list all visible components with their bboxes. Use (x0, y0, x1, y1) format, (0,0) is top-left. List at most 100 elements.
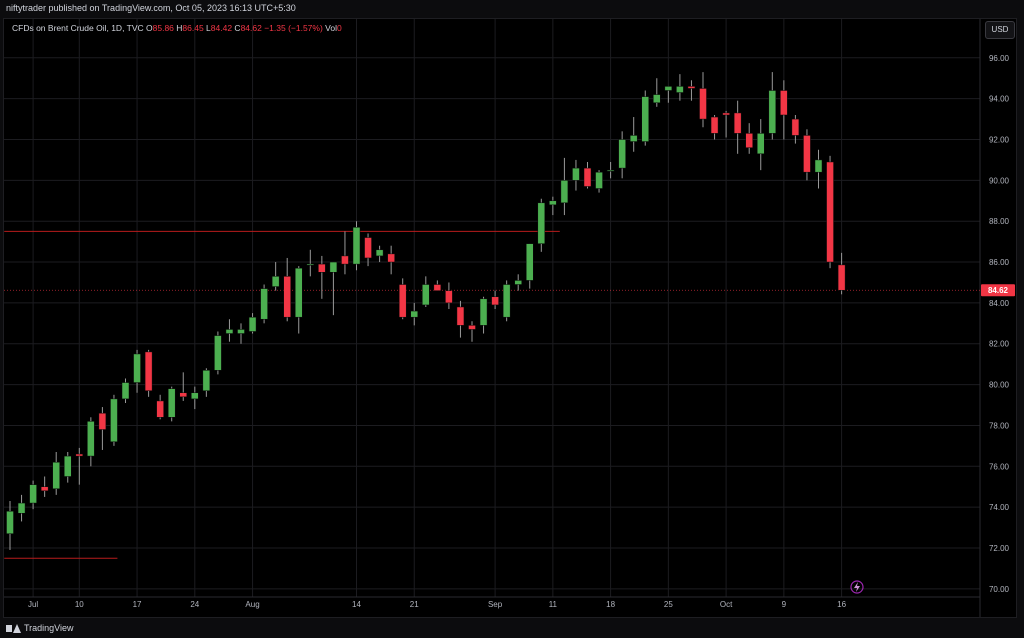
candle-body (29, 484, 37, 504)
x-tick-label: 24 (190, 600, 199, 609)
candle-body (410, 310, 418, 318)
chart-legend: CFDs on Brent Crude Oil, 1D, TVC O85.86 … (12, 23, 342, 33)
candle-body (64, 455, 72, 477)
legend-open-label: O (146, 23, 153, 33)
legend-volume-label: Vol (325, 23, 337, 33)
candle-body (699, 88, 707, 120)
currency-button[interactable]: USD (985, 21, 1015, 39)
candle-body (653, 94, 661, 103)
candle-body (618, 139, 626, 169)
candle-body (629, 135, 638, 142)
x-tick-label: 10 (75, 600, 84, 609)
last-price-badge (981, 284, 1015, 297)
candle-body (40, 486, 49, 492)
candle-body (318, 263, 326, 273)
x-tick-label: Oct (720, 600, 733, 609)
candle-body (526, 243, 534, 281)
candle-body (814, 159, 823, 173)
tradingview-brand: TradingView (24, 623, 74, 633)
legend-close-label: C (234, 23, 240, 33)
candle-body (52, 461, 60, 490)
x-tick-label: 14 (352, 600, 361, 609)
candle-body (595, 171, 603, 189)
candle-body (364, 237, 372, 259)
x-tick-label: 25 (664, 600, 673, 609)
candle-body (757, 133, 765, 155)
candle-body (6, 510, 14, 534)
candle-body (837, 264, 846, 291)
y-tick-label: 78.00 (989, 421, 1010, 430)
y-tick-label: 82.00 (989, 340, 1010, 349)
candle-body (445, 290, 453, 304)
candle-body (17, 502, 26, 514)
candle-body (248, 316, 257, 332)
x-tick-label: 16 (837, 600, 846, 609)
candle-body (87, 421, 95, 457)
candle-body (745, 133, 753, 148)
candle-body (167, 388, 176, 418)
legend-low-value: 84.42 (211, 23, 235, 33)
x-tick-label: 21 (410, 600, 419, 609)
publisher-caption: niftytrader published on TradingView.com… (6, 3, 296, 13)
candle-body (722, 112, 730, 116)
legend-symbol: CFDs on Brent Crude Oil, 1D, TVC (12, 23, 146, 33)
x-tick-label: 9 (782, 600, 787, 609)
candle-body (791, 118, 800, 136)
y-tick-label: 70.00 (989, 585, 1010, 594)
candle-body (549, 200, 557, 206)
x-tick-label: 18 (606, 600, 615, 609)
event-lightning-icon (850, 580, 864, 594)
candle-body (479, 298, 488, 326)
last-price-label: 84.62 (988, 286, 1009, 295)
y-tick-label: 92.00 (989, 136, 1010, 145)
candle-body (283, 276, 291, 318)
candle-body (98, 412, 107, 430)
y-tick-label: 96.00 (989, 54, 1010, 63)
candle-body (468, 325, 476, 330)
y-tick-label: 72.00 (989, 544, 1010, 553)
candle-body (110, 398, 118, 443)
chart-pane[interactable] (3, 18, 1017, 618)
candle-body (156, 400, 164, 418)
candle-body (133, 353, 141, 383)
candle-body (295, 267, 303, 318)
x-tick-label: 17 (133, 600, 142, 609)
candle-body (121, 382, 130, 400)
y-tick-label: 84.00 (989, 299, 1010, 308)
candle-body (214, 335, 222, 371)
candle-body (676, 86, 684, 93)
tradingview-footer: TradingView (6, 620, 74, 636)
candle-body (664, 86, 673, 91)
x-tick-label: 11 (549, 600, 558, 609)
candle-body (375, 249, 384, 257)
candle-body (75, 453, 84, 457)
y-tick-label: 90.00 (989, 176, 1010, 185)
y-tick-label: 88.00 (989, 217, 1010, 226)
candle-body (491, 296, 499, 306)
legend-change: −1.35 (−1.57%) (264, 23, 325, 33)
lightning-glyph (854, 582, 860, 592)
y-tick-label: 74.00 (989, 503, 1010, 512)
candle-body (341, 255, 349, 265)
candle-body (687, 86, 696, 89)
candle-body (641, 96, 649, 142)
y-tick-label: 86.00 (989, 258, 1010, 267)
candle-body (780, 90, 788, 116)
legend-open-value: 85.86 (153, 23, 177, 33)
x-tick-label: Aug (245, 600, 259, 609)
candle-body (606, 169, 615, 172)
y-tick-label: 76.00 (989, 462, 1010, 471)
candle-body (803, 135, 811, 173)
y-tick-label: 94.00 (989, 95, 1010, 104)
candle-body (202, 370, 211, 391)
legend-low-label: L (206, 23, 211, 33)
candle-body (352, 227, 361, 265)
candle-body (514, 280, 522, 285)
legend-high-label: H (176, 23, 182, 33)
candle-body (225, 329, 234, 334)
legend-close-value: 84.62 (241, 23, 265, 33)
legend-high-value: 86.45 (182, 23, 206, 33)
candle-body (710, 116, 719, 134)
x-tick-label: Jul (28, 600, 38, 609)
